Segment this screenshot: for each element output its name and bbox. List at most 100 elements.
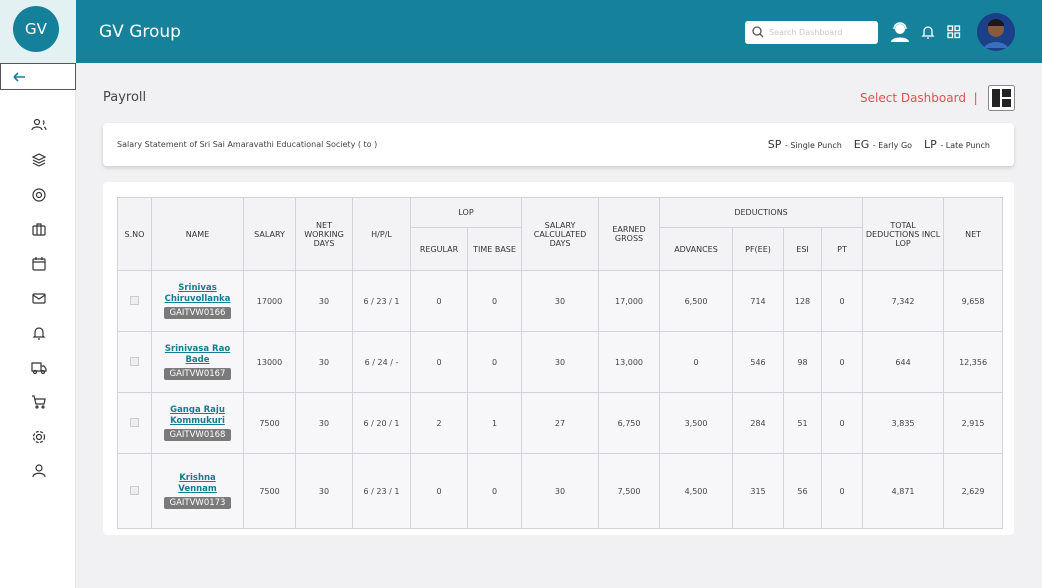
cell: 12,356 (943, 331, 1004, 393)
cell: 7500 (243, 453, 296, 529)
cell: 7,500 (598, 453, 661, 529)
cell: 30 (521, 331, 600, 393)
data-row: Ganga Raju Kommukuri GAITVW0168 7500 30 6 / … (117, 392, 1004, 454)
cell: 30 (521, 270, 600, 332)
legend-label: - Late Punch (940, 141, 990, 150)
cell: 56 (783, 453, 823, 529)
cell: 4,871 (862, 453, 945, 529)
cell: 0 (821, 270, 864, 332)
cell: 30 (295, 331, 353, 393)
name-cell: Ganga Raju Kommukuri GAITVW0168 (151, 392, 244, 454)
employee-name[interactable]: Srinivas Chiruvollanka (164, 283, 231, 304)
cell: 0 (821, 453, 864, 529)
cell: 284 (732, 392, 785, 454)
app-title: GV Group (99, 22, 181, 42)
column-header: SALARY (243, 197, 296, 271)
support-icon[interactable] (888, 20, 912, 44)
bell-icon[interactable] (921, 24, 935, 40)
column-header: NET WORKING DAYS (295, 197, 353, 271)
row-checkbox[interactable] (130, 356, 139, 366)
cell: 4,500 (659, 453, 734, 529)
column-header: PT (821, 227, 864, 271)
cell: 3,835 (862, 392, 945, 454)
cell: 0 (410, 270, 468, 332)
employee-name[interactable]: Krishna Vennam (178, 473, 217, 494)
data-row: Srinivasa Rao Bade GAITVW0167 13000 30 6 / 2… (117, 331, 1004, 393)
cell: 30 (295, 392, 353, 454)
cell: 3,500 (659, 392, 734, 454)
legend: SP - Single Punch EG - Early Go LP - Late … (768, 138, 990, 151)
select-cell (117, 331, 152, 393)
cell: 6 / 24 / - (352, 331, 411, 393)
cell: 6,500 (659, 270, 734, 332)
legend-label: - Early Go (872, 141, 913, 150)
column-header: SALARY CALCULATED DAYS (521, 197, 600, 271)
cell: 2,915 (943, 392, 1004, 454)
row-checkbox[interactable] (130, 295, 139, 305)
cell: 0 (821, 392, 864, 454)
cell: 7,342 (862, 270, 945, 332)
back-button[interactable] (0, 63, 76, 90)
column-header: S.NO (117, 197, 152, 271)
column-header: PF(EE) (732, 227, 785, 271)
cell: 0 (821, 331, 864, 393)
cell: 51 (783, 392, 823, 454)
back-icon (13, 72, 25, 82)
column-header: NET (943, 197, 1004, 271)
column-header: REGULAR (410, 227, 468, 271)
payroll-table: S.NO NAME SALARY NET WORKING DAYS H/P/L LOP SA… (117, 197, 1004, 529)
employee-name[interactable]: Srinivasa Rao Bade (164, 344, 231, 365)
select-dashboard[interactable]: Select Dashboard | (860, 91, 978, 105)
cell: 0 (659, 331, 734, 393)
layout-button[interactable] (988, 85, 1015, 111)
statement: Salary Statement of Sri Sai Amaravathi E… (117, 140, 378, 149)
info-card: Salary Statement of Sri Sai Amaravathi E… (103, 123, 1014, 166)
row-checkbox[interactable] (130, 417, 139, 427)
cell: 9,658 (943, 270, 1004, 332)
search-box[interactable]: Search Dashboard (745, 21, 878, 44)
subheader-row: REGULAR TIME BASE ADVANCES PF(EE) ESI PT (118, 227, 1003, 271)
cell: 6 / 20 / 1 (352, 392, 411, 454)
select-dashboard-label[interactable]: Select Dashboard (860, 91, 966, 105)
cell: 0 (466, 331, 523, 393)
legend-item: EG - Early Go (854, 138, 912, 151)
cell: 30 (521, 453, 600, 529)
column-header: NAME (151, 197, 244, 271)
cell: 0 (466, 270, 523, 332)
cell: 315 (732, 453, 785, 529)
employee-name[interactable]: Ganga Raju Kommukuri (170, 405, 225, 426)
cell: 0 (410, 331, 468, 393)
top-bar: GV Group Search Dashboard (76, 0, 1042, 63)
employee-code: GAITVW0173 (163, 497, 232, 509)
employee-code: GAITVW0168 (163, 429, 232, 441)
name-cell: Srinivasa Rao Bade GAITVW0167 (151, 331, 244, 393)
column-header: TIME BASE (466, 227, 523, 271)
column-header: EARNED GROSS (598, 197, 661, 271)
cell: 17000 (243, 270, 296, 332)
legend-label: - Single Punch (784, 141, 842, 150)
logo[interactable]: GV (13, 6, 59, 52)
cell: 2 (410, 392, 468, 454)
select-cell (117, 453, 152, 529)
cell: 644 (862, 331, 945, 393)
cell: 2,629 (943, 453, 1004, 529)
row-checkbox[interactable] (130, 485, 139, 495)
legend-code: EG (853, 138, 870, 151)
header-row: S.NO NAME SALARY NET WORKING DAYS H/P/L LOP SA… (117, 197, 1004, 271)
cell: 714 (732, 270, 785, 332)
search-icon (752, 26, 764, 38)
cell: 13000 (243, 331, 296, 393)
employee-code: GAITVW0167 (163, 368, 232, 380)
avatar[interactable] (976, 12, 1016, 52)
cell: 27 (521, 392, 600, 454)
apps-icon[interactable] (947, 25, 961, 39)
nav-icons[interactable] (28, 115, 50, 485)
data-row: Srinivas Chiruvollanka GAITVW0166 17000 30 6… (117, 270, 1004, 332)
legend-code: LP (924, 138, 937, 151)
sidebar: GV (0, 0, 76, 588)
cell: 546 (732, 331, 785, 393)
name-cell: Srinivas Chiruvollanka GAITVW0166 (151, 270, 244, 332)
employee-code: GAITVW0166 (163, 307, 232, 319)
column-group: DEDUCTIONS (659, 197, 864, 228)
